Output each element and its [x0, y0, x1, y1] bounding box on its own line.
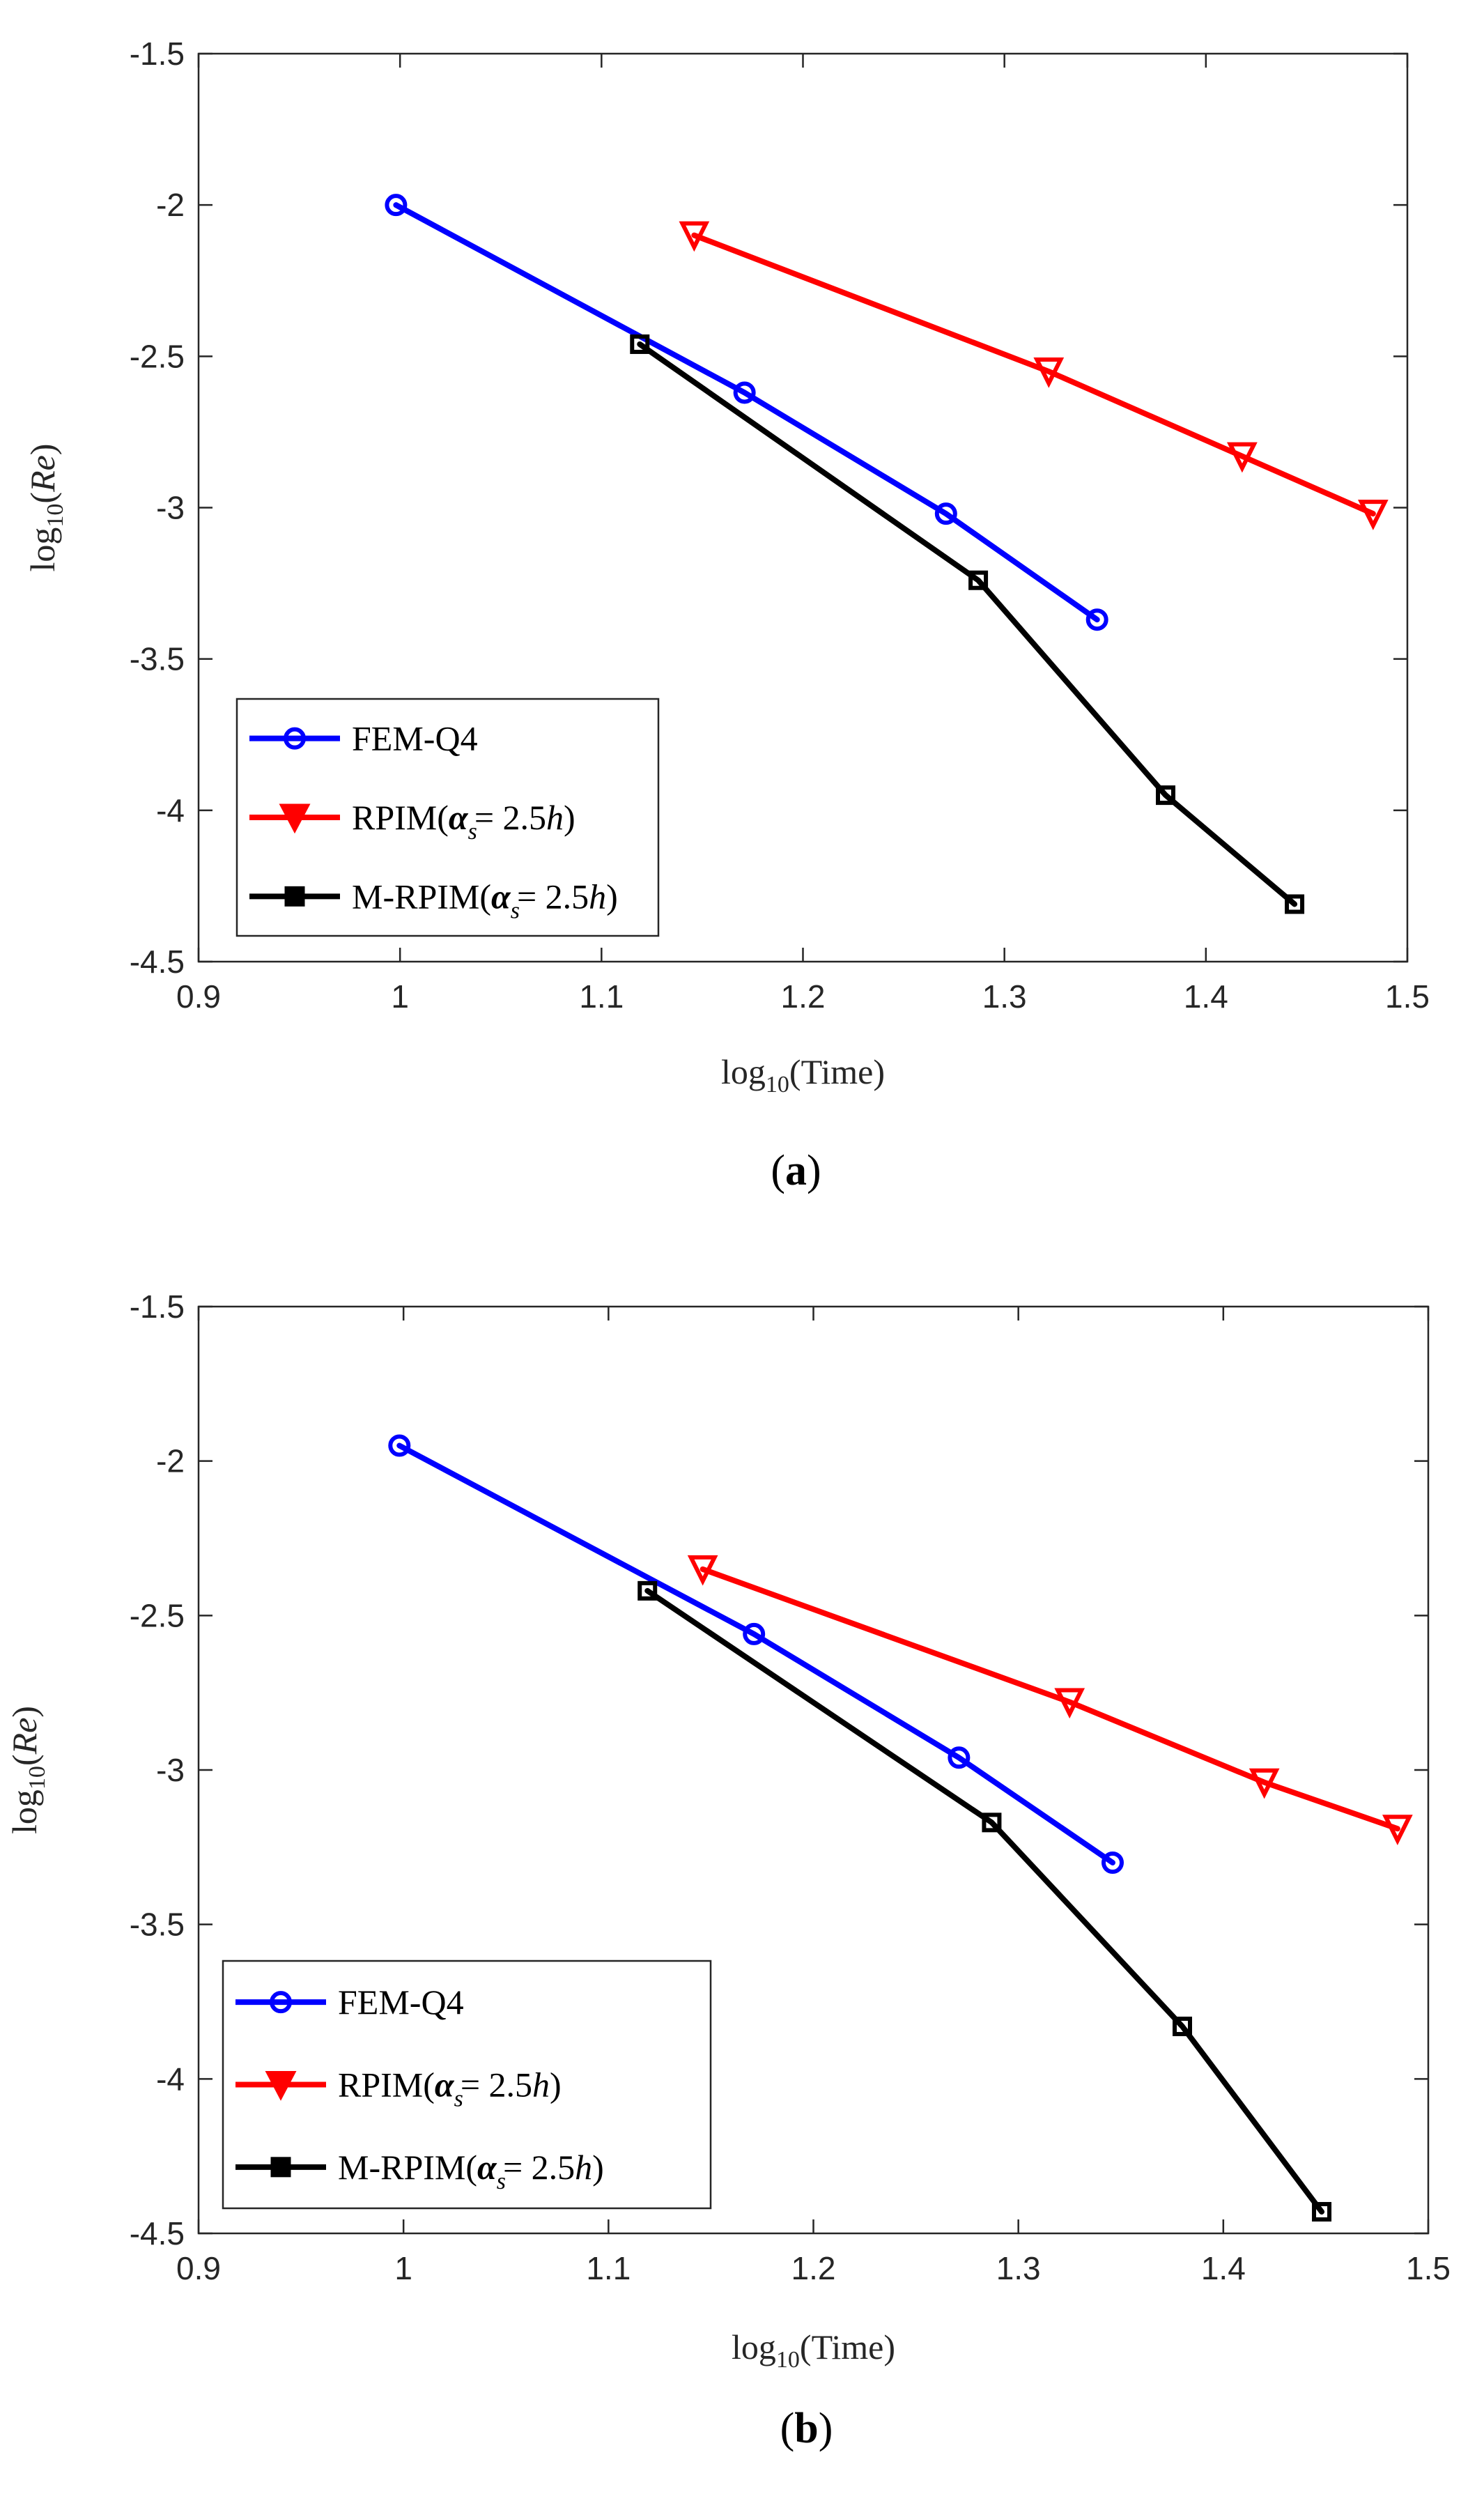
data-point: [1033, 357, 1065, 388]
y-tick-label: -3.5: [130, 1907, 185, 1943]
x-tick-label: 1.5: [1406, 2250, 1451, 2286]
legend-marker: [279, 803, 311, 834]
data-point: [1227, 442, 1258, 473]
data-point: [1382, 1815, 1413, 1845]
x-tick-label: 1: [391, 978, 409, 1015]
legend-label: RPIM(αs= 2.5h): [352, 798, 575, 845]
data-point: [982, 1812, 1002, 1833]
legend-label: FEM-Q4: [352, 719, 478, 758]
series-square: [630, 334, 1305, 914]
legend: FEM-Q4 RPIM(αs= 2.5h) M-RPIM(αs= 2.5h): [235, 698, 660, 937]
legend-label: M-RPIM(αs= 2.5h): [352, 877, 618, 923]
data-point: [1249, 1768, 1280, 1799]
legend-marker: [270, 2157, 291, 2178]
legend-marker: [265, 2071, 297, 2101]
y-axis-label: log10(Re): [5, 1706, 50, 1834]
data-point: [1085, 608, 1108, 631]
x-tick-label: 1.2: [791, 2250, 836, 2286]
x-tick-label: 1.4: [1184, 978, 1228, 1015]
legend-label: RPIM(αs= 2.5h): [338, 2065, 562, 2112]
series-line: [691, 232, 1376, 517]
y-tick-label: -1.5: [130, 1288, 185, 1325]
legend-marker: [284, 886, 305, 907]
data-point: [733, 381, 756, 404]
data-point: [1312, 2201, 1332, 2222]
legend: FEM-Q4 RPIM(αs= 2.5h) M-RPIM(αs= 2.5h): [222, 1960, 712, 2210]
y-tick-label: -4.5: [130, 944, 185, 980]
data-point: [630, 334, 650, 354]
y-axis-label: log10(Re): [23, 444, 68, 572]
y-tick-label: -4: [156, 2061, 185, 2097]
series-triangle-down: [679, 221, 1389, 530]
x-tick-label: 0.9: [176, 978, 221, 1015]
legend-marker: [284, 727, 306, 750]
data-point: [687, 1555, 718, 1586]
data-point: [1173, 2016, 1192, 2036]
series-line: [637, 341, 1298, 907]
data-point: [968, 570, 989, 590]
data-point: [1156, 785, 1175, 806]
chart-panel-b: 0.9 1 1.1 1.2 1.3 1.4 1.5 -1.5 -2 -2.5 -3 -3.5 -4 -4.…: [5, 1288, 1451, 2373]
series-circle: [385, 194, 1108, 631]
x-tick-label: 1.3: [982, 978, 1027, 1015]
data-point: [388, 1434, 411, 1457]
data-point: [637, 1580, 658, 1601]
y-tick-label: -3: [156, 1752, 185, 1788]
data-point: [1357, 500, 1389, 530]
data-point: [385, 194, 408, 217]
data-point: [934, 502, 957, 525]
x-tick-label: 0.9: [176, 2250, 221, 2286]
y-tick-label: -4.5: [130, 2215, 185, 2251]
y-tick-label: -2.5: [130, 1597, 185, 1633]
series-triangle-down: [687, 1555, 1413, 1845]
x-tick-label: 1.4: [1201, 2250, 1246, 2286]
x-tick-label: 1.1: [579, 978, 624, 1015]
y-tick-label: -3.5: [130, 641, 185, 677]
data-point: [948, 1746, 971, 1769]
x-axis-label: log10(Time): [721, 1052, 885, 1098]
data-point: [1054, 1688, 1085, 1719]
y-tick-label: -2: [156, 1443, 185, 1479]
series-line: [393, 202, 1100, 623]
data-point: [1285, 894, 1305, 914]
legend-label: M-RPIM(αs= 2.5h): [338, 2148, 604, 2194]
legend-label: FEM-Q4: [338, 1983, 464, 2022]
data-point: [1101, 1852, 1124, 1874]
x-tick-label: 1: [394, 2250, 412, 2286]
series-square: [637, 1580, 1332, 2222]
y-tick-label: -2.5: [130, 338, 185, 374]
panel-label: (b): [780, 2405, 833, 2452]
x-tick-label: 1.3: [996, 2250, 1041, 2286]
x-tick-label: 1.1: [586, 2250, 631, 2286]
data-point: [743, 1622, 766, 1645]
series-circle: [388, 1434, 1124, 1874]
y-tick-label: -1.5: [130, 36, 185, 72]
y-tick-label: -4: [156, 792, 185, 829]
chart-panel-a: 0.9 1 1.1 1.2 1.3 1.4 1.5 -1.5 -2 -2.5 -3 -3.5 -4 -4.…: [23, 36, 1430, 1098]
data-point: [679, 221, 710, 252]
panel-label: (a): [771, 1147, 821, 1194]
y-tick-label: -2: [156, 187, 185, 223]
x-tick-label: 1.5: [1385, 978, 1430, 1015]
series-line: [644, 1587, 1325, 2215]
series-line: [396, 1442, 1115, 1865]
y-tick-label: -3: [156, 490, 185, 526]
series-line: [700, 1566, 1400, 1832]
x-tick-label: 1.2: [781, 978, 826, 1015]
x-axis-label: log10(Time): [732, 2327, 895, 2373]
legend-marker: [270, 1991, 292, 2014]
